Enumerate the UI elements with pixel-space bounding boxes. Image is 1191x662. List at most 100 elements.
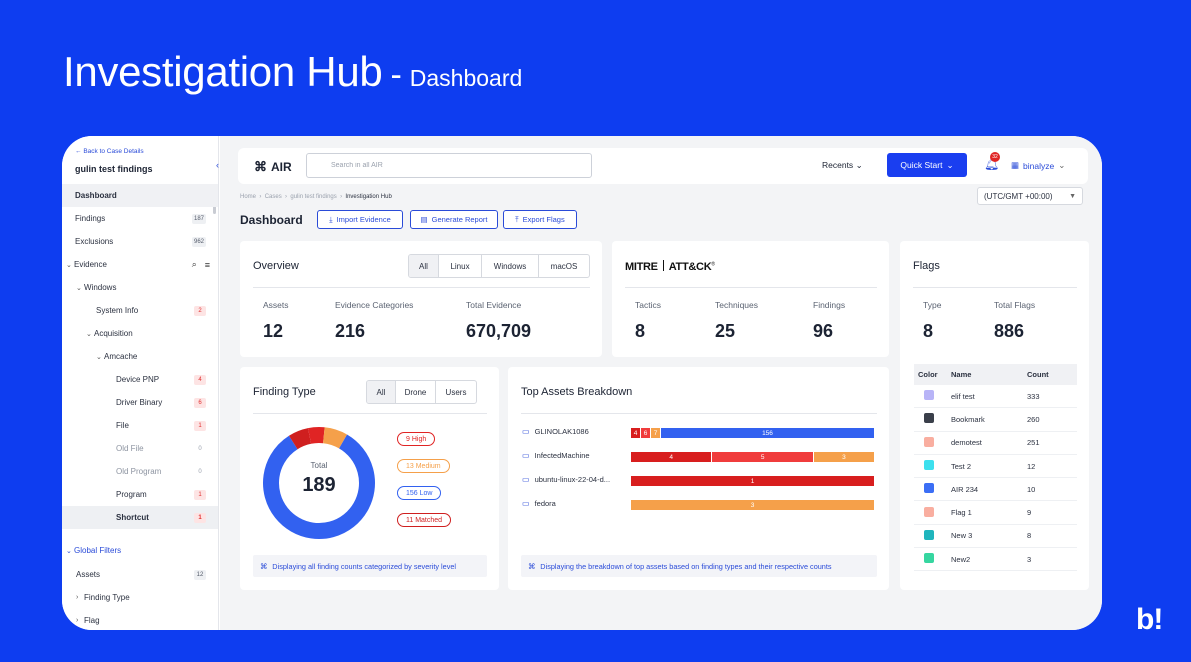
bar-segment[interactable]: 3	[813, 452, 875, 462]
document-icon: ▤	[420, 215, 428, 224]
breadcrumb-cases[interactable]: Cases	[264, 194, 282, 200]
sidebar-item-driver-binary[interactable]: Driver Binary 6	[62, 391, 218, 414]
sidebar-item-exclusions[interactable]: Exclusions 962	[62, 230, 218, 253]
sidebar-item-file[interactable]: File 1	[62, 414, 218, 437]
table-row[interactable]: New 3 8	[914, 525, 1077, 549]
recents-label: Recents	[822, 160, 854, 170]
stat-label: Findings	[813, 300, 846, 310]
sidebar-item-label: Findings	[75, 214, 106, 223]
bar-segment[interactable]: 5	[712, 452, 814, 462]
bar-segment[interactable]: 156	[661, 428, 875, 438]
mitre-attack-logo: MITRE ATT&CK®	[625, 260, 715, 273]
stat-value: 216	[335, 321, 366, 341]
sidebar-item-system-info[interactable]: System Info 2	[62, 299, 218, 322]
sidebar-item-label: Exclusions	[75, 237, 114, 246]
bar-segment[interactable]: 4	[631, 452, 713, 462]
search-icon[interactable]: ⌕	[191, 259, 197, 269]
filter-linux[interactable]: Linux	[439, 255, 482, 277]
asset-row[interactable]: ▭ fedora 3	[522, 499, 877, 511]
logo-text: AIR	[271, 160, 292, 174]
table-row[interactable]: elif test 333	[914, 385, 1077, 409]
flags-card: Flags Type 8 Total Flags 886 Color Name …	[900, 241, 1089, 590]
asset-name: ▭ InfectedMachine	[522, 451, 627, 460]
sidebar-item-shortcut[interactable]: Shortcut 1	[62, 506, 218, 529]
stat-value: 886	[994, 321, 1025, 341]
filter-icon[interactable]: ≡	[204, 259, 210, 270]
collapse-sidebar-icon[interactable]: ‹	[216, 160, 219, 170]
import-evidence-button[interactable]: ⤓ Import Evidence	[317, 210, 403, 229]
table-row[interactable]: AIR 234 10	[914, 478, 1077, 502]
sidebar-item-finding-type[interactable]: › Finding Type	[62, 586, 218, 609]
asset-row[interactable]: ▭ InfectedMachine 4 5 3	[522, 451, 877, 463]
sidebar-item-program[interactable]: Program 1	[62, 483, 218, 506]
sidebar-item-amcache[interactable]: ⌄ Amcache	[62, 345, 218, 368]
import-label: Import Evidence	[336, 215, 391, 224]
sidebar-item-findings[interactable]: Findings 187	[62, 207, 218, 230]
sidebar-item-device-pnp[interactable]: Device PNP 4	[62, 368, 218, 391]
count-badge: 6	[194, 397, 206, 408]
table-row[interactable]: New2 3	[914, 548, 1077, 572]
sidebar-item-acquisition[interactable]: ⌄ Acquisition	[62, 322, 218, 345]
breadcrumb-case[interactable]: gulin test findings	[290, 194, 337, 200]
color-cell	[914, 390, 948, 402]
sidebar-item-label: File	[116, 421, 129, 430]
filter-users[interactable]: Users	[445, 387, 467, 397]
flag-count: 12	[1027, 461, 1036, 471]
bar-segment[interactable]: 4	[631, 428, 641, 438]
severity-legend-pill[interactable]: 11 Matched	[397, 513, 452, 527]
severity-legend-pill[interactable]: 9 High	[397, 432, 436, 446]
sidebar-item-dashboard[interactable]: Dashboard	[62, 184, 218, 207]
search-input[interactable]	[306, 153, 592, 178]
filter-all[interactable]: All	[409, 255, 439, 277]
timezone-select[interactable]: (UTC/GMT +00:00) ▼	[977, 187, 1083, 205]
table-row[interactable]: Bookmark 260	[914, 408, 1077, 432]
table-row[interactable]: Flag 1 9	[914, 501, 1077, 525]
sidebar-item-assets[interactable]: Assets 12	[62, 563, 218, 586]
sidebar-item-old-program[interactable]: Old Program 0	[62, 460, 218, 483]
bar-segment[interactable]: 7	[651, 428, 661, 438]
divider	[521, 413, 877, 414]
filter-macos[interactable]: macOS	[550, 261, 578, 271]
sidebar-item-label: Flag	[84, 616, 100, 625]
table-header: Color Name Count	[914, 364, 1077, 385]
export-flags-button[interactable]: ⤒ Export Flags	[503, 210, 577, 229]
timezone-value: (UTC/GMT +00:00)	[984, 191, 1053, 201]
filter-windows[interactable]: Windows	[482, 255, 539, 277]
back-link[interactable]: ← Back to Case Details	[75, 148, 144, 155]
asset-row[interactable]: ▭ GLINOLAK1086 4 6 7 156	[522, 427, 877, 439]
sidebar-item-old-file[interactable]: Old File 0	[62, 437, 218, 460]
quick-start-button[interactable]: Quick Start ⌄	[887, 153, 967, 177]
notifications-bell-icon[interactable]: 🔔︎ 32	[984, 152, 1000, 171]
generate-report-button[interactable]: ▤ Generate Report	[410, 210, 498, 229]
color-cell	[914, 483, 948, 495]
table-row[interactable]: Test 2 12	[914, 455, 1077, 479]
case-title: gulin test findings	[75, 164, 153, 174]
sidebar-item-label: Old Program	[116, 467, 162, 476]
severity-legend-pill[interactable]: 156 Low	[397, 486, 442, 500]
user-menu[interactable]: ▦ binalyze ⌄	[1011, 160, 1065, 171]
stat-value: 96	[813, 321, 834, 341]
sidebar-item-global-filters[interactable]: ⌄ Global Filters	[62, 539, 218, 562]
filter-all[interactable]: All	[367, 381, 396, 403]
air-logo[interactable]: ⌘ AIR	[254, 159, 292, 175]
donut-slice-low[interactable]	[261, 425, 377, 541]
bar-segment[interactable]: 6	[641, 428, 651, 438]
table-row[interactable]: demotest 251	[914, 432, 1077, 455]
stat-label: Evidence Categories	[335, 300, 414, 310]
bar-segment[interactable]: 1	[631, 476, 875, 486]
breadcrumb-home[interactable]: Home	[240, 194, 257, 200]
sidebar-item-label: Shortcut	[116, 513, 149, 522]
asset-stacked-bar: 1	[631, 476, 875, 486]
sidebar-item-windows[interactable]: ⌄ Windows	[62, 276, 218, 299]
recents-dropdown[interactable]: Recents ⌄	[822, 160, 863, 171]
sidebar-item-evidence[interactable]: ⌄ Evidence ⌕ ≡	[62, 253, 218, 276]
color-swatch	[924, 390, 934, 401]
mitre-logo-mark: ®	[711, 261, 715, 268]
severity-legend-pill[interactable]: 13 Medium	[397, 459, 450, 473]
color-cell	[914, 460, 948, 472]
sidebar-item-flag[interactable]: › Flag	[62, 609, 218, 630]
asset-row[interactable]: ▭ ubuntu-linux-22-04-d... 1	[522, 475, 877, 487]
bar-segment[interactable]: 3	[631, 500, 875, 510]
chevron-down-icon: ▼	[1069, 192, 1076, 200]
filter-drone[interactable]: Drone	[396, 381, 436, 403]
